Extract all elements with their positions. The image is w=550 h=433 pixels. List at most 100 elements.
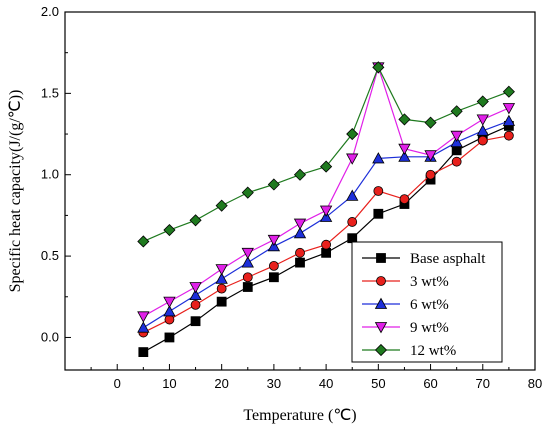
data-point: [215, 199, 228, 212]
data-point: [267, 234, 281, 247]
x-tick-label: 0: [114, 376, 121, 391]
data-point: [399, 194, 410, 205]
data-point: [216, 283, 227, 294]
data-point: [242, 272, 253, 283]
series-1: [138, 130, 514, 338]
data-point: [451, 145, 462, 156]
data-point: [476, 95, 489, 108]
data-point: [398, 150, 411, 162]
data-point: [189, 288, 202, 301]
legend-label: Base asphalt: [410, 251, 486, 267]
y-tick-label: 2.0: [41, 4, 59, 19]
data-point: [476, 124, 489, 136]
data-point: [163, 223, 176, 237]
x-axis: 0 10 20 30 40 50 60 70 80: [90, 364, 542, 391]
data-point: [268, 272, 279, 283]
y-axis-title: Specific heat capacity(J/(g/℃)): [7, 90, 24, 293]
data-point: [424, 116, 437, 129]
data-point: [319, 205, 333, 217]
data-point: [267, 178, 280, 191]
x-tick-label: 70: [476, 376, 490, 391]
data-point: [293, 218, 307, 230]
data-point: [321, 239, 332, 250]
data-point: [163, 296, 176, 308]
x-tick-label: 80: [528, 376, 542, 391]
legend-item: 3 wt%: [362, 274, 449, 290]
data-point: [347, 233, 358, 244]
data-point: [241, 256, 254, 268]
data-point: [321, 247, 332, 258]
data-point: [502, 85, 515, 98]
data-point: [320, 160, 333, 173]
x-axis-title: Temperature (℃): [243, 407, 356, 424]
data-point: [216, 296, 227, 307]
data-point: [190, 300, 201, 310]
data-point: [295, 257, 305, 268]
series-layer: [137, 61, 516, 358]
data-point: [241, 186, 254, 199]
data-point: [164, 314, 175, 325]
legend-marker: [374, 297, 388, 309]
legend-label: 9 wt%: [410, 320, 449, 336]
data-point: [242, 282, 253, 292]
y-tick-label: 1.5: [41, 85, 59, 100]
data-point: [346, 189, 359, 201]
data-point: [163, 305, 176, 317]
data-point: [347, 217, 358, 227]
data-point: [215, 264, 228, 276]
data-point: [373, 186, 384, 196]
x-tick-label: 60: [423, 376, 437, 391]
data-point: [189, 214, 202, 227]
legend-label: 3 wt%: [410, 274, 449, 290]
legend-marker: [374, 343, 388, 357]
data-point: [425, 169, 436, 180]
data-point: [295, 247, 305, 258]
legend-item: 6 wt%: [362, 297, 449, 313]
data-point: [477, 135, 488, 146]
data-point: [137, 321, 150, 333]
data-point: [373, 208, 384, 219]
data-point: [190, 316, 201, 327]
x-tick-label: 20: [214, 376, 228, 391]
data-point: [450, 130, 463, 143]
series-4: [137, 61, 515, 248]
data-point: [424, 150, 437, 162]
x-tick-label: 50: [371, 376, 385, 391]
y-tick-label: 1.0: [41, 167, 59, 182]
data-point: [268, 260, 279, 271]
legend-item: Base asphalt: [362, 251, 486, 267]
x-tick-label: 40: [319, 376, 333, 391]
legend-label: 12 wt%: [410, 343, 456, 359]
legend-item: 9 wt%: [362, 320, 449, 336]
data-point: [137, 235, 150, 248]
data-point: [451, 156, 462, 167]
data-point: [450, 105, 463, 118]
data-point: [502, 103, 516, 115]
y-tick-label: 0.5: [41, 248, 59, 263]
data-point: [241, 247, 254, 260]
legend-marker: [376, 276, 386, 286]
y-axis: 0.0 0.5 1.0 1.5 2.0: [41, 4, 71, 344]
data-point: [372, 61, 385, 74]
data-point: [293, 168, 307, 181]
legend-label: 6 wt%: [410, 297, 449, 313]
x-tick-label: 10: [162, 376, 176, 391]
data-point: [215, 272, 228, 284]
legend: Base asphalt 3 wt% 6 wt% 9 wt% 12 wt%: [351, 241, 503, 363]
data-point: [189, 282, 202, 294]
legend-marker: [374, 322, 388, 334]
data-point: [502, 114, 516, 126]
data-point: [164, 332, 175, 343]
data-point: [293, 226, 307, 239]
x-tick-label: 30: [267, 376, 281, 391]
data-point: [398, 113, 411, 126]
data-point: [346, 127, 359, 141]
legend-item: 12 wt%: [362, 343, 456, 359]
data-point: [503, 130, 514, 141]
data-point: [137, 311, 150, 323]
data-point: [398, 143, 411, 156]
y-tick-label: 0.0: [41, 329, 59, 344]
data-point: [476, 114, 489, 126]
data-point: [372, 152, 385, 164]
